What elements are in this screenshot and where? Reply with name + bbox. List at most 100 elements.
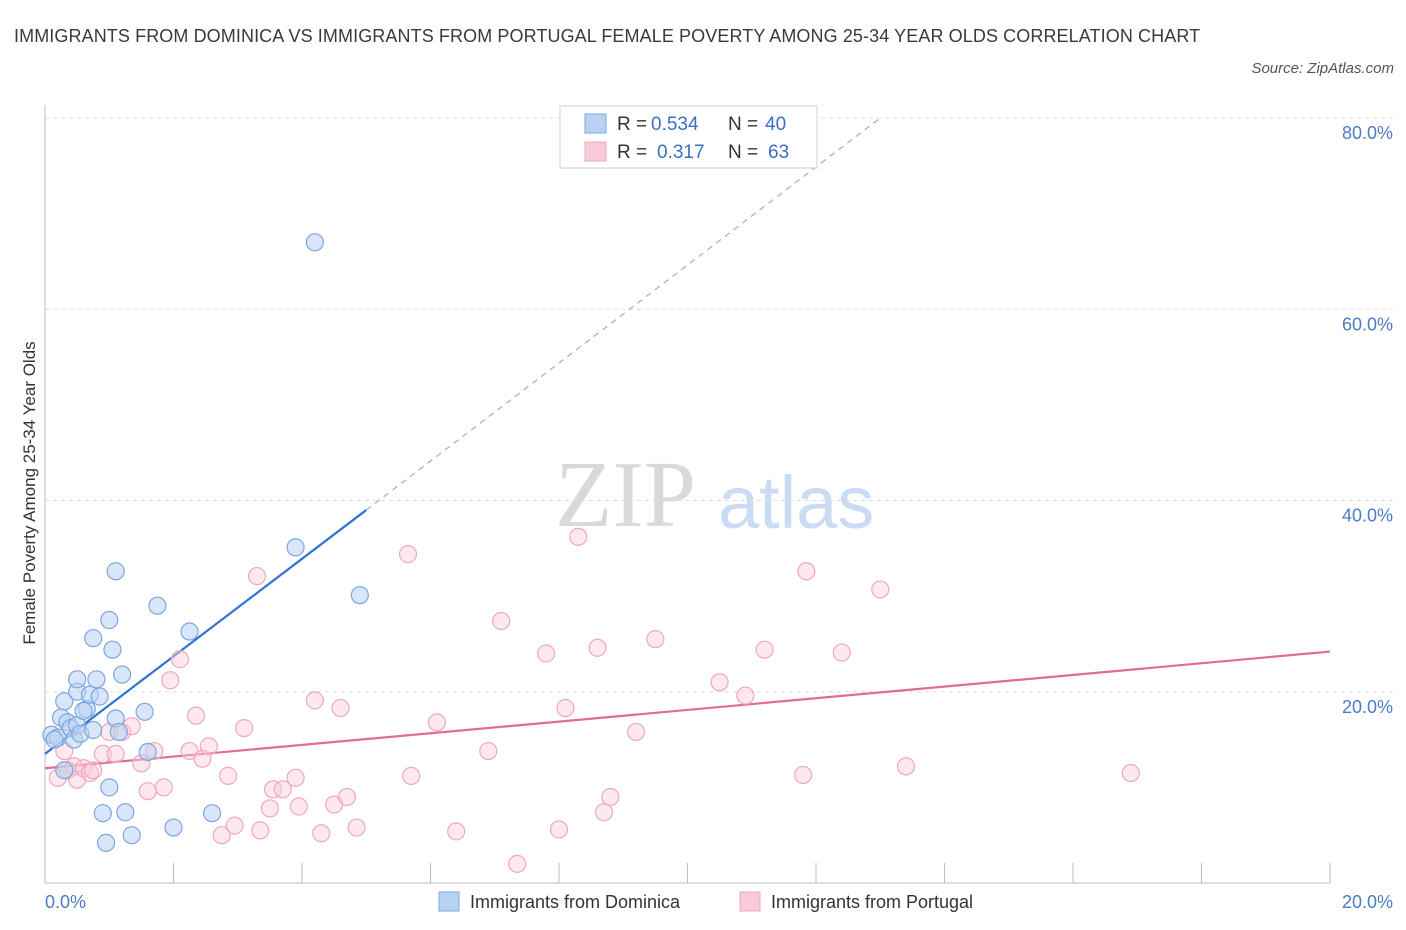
legend-swatch-portugal [584, 141, 607, 162]
point-portugal [797, 562, 816, 581]
point-portugal [736, 686, 755, 705]
point-portugal [710, 673, 729, 692]
gridlines [45, 117, 1395, 693]
point-dominica [100, 778, 119, 797]
point-portugal [794, 765, 813, 785]
point-portugal [347, 818, 366, 837]
y-tick-label: 80.0% [1342, 123, 1393, 143]
source-label: Source: ZipAtlas.com [1251, 60, 1394, 77]
point-portugal [225, 816, 244, 835]
legend-r-label-1: R = [617, 114, 647, 135]
legend-r-label-2: R = [617, 142, 647, 163]
point-portugal [896, 757, 916, 776]
point-portugal [312, 824, 331, 843]
point-dominica [55, 692, 74, 711]
point-portugal [273, 780, 292, 799]
point-dominica [138, 742, 157, 762]
point-dominica [305, 233, 324, 252]
point-dominica [109, 722, 128, 742]
y-axis-label: Female Poverty Among 25-34 Year Olds [20, 341, 39, 644]
watermark-zip: ZIP [555, 443, 696, 547]
trend-line-extension-series-1 [365, 117, 881, 511]
point-portugal [646, 630, 665, 649]
point-portugal [594, 803, 614, 822]
point-portugal [305, 691, 324, 710]
point-portugal [106, 744, 125, 764]
series-legend: Immigrants from Dominica Immigrants from… [438, 891, 973, 912]
data-points [42, 233, 1140, 873]
legend-swatch-dominica [584, 113, 607, 134]
point-dominica [55, 761, 74, 780]
point-dominica [103, 640, 122, 659]
point-dominica [148, 596, 167, 615]
point-dominica [68, 670, 87, 689]
legend-n-label-1: N = [728, 114, 758, 135]
point-dominica [122, 826, 141, 845]
point-dominica [112, 665, 132, 684]
legend-r-value-1: 0.534 [651, 114, 699, 135]
point-portugal [479, 741, 498, 761]
point-portugal [508, 854, 527, 873]
point-portugal [447, 822, 466, 841]
point-portugal [235, 718, 254, 738]
point-portugal [588, 638, 607, 657]
point-dominica [96, 833, 116, 852]
point-portugal [871, 580, 890, 599]
point-dominica [116, 803, 135, 822]
point-dominica [84, 720, 103, 740]
point-portugal [80, 763, 100, 783]
stats-legend: R = 0.534 N = 40 R = 0.317 N = 63 [559, 105, 818, 169]
point-dominica [350, 586, 369, 605]
point-portugal [219, 766, 238, 786]
point-portugal [556, 698, 575, 718]
point-portugal [427, 713, 447, 732]
point-dominica [87, 670, 106, 689]
watermark-atlas: atlas [718, 461, 874, 544]
point-portugal [537, 644, 556, 663]
legend-n-value-2: 63 [768, 142, 789, 163]
point-portugal [186, 706, 206, 725]
point-portugal [626, 722, 646, 742]
point-portugal [154, 778, 173, 797]
series-legend-label-dominica: Immigrants from Dominica [470, 892, 681, 912]
x-tick-label-min: 0.0% [45, 892, 86, 912]
legend-n-value-1: 40 [765, 114, 786, 135]
trend-line-series-2 [44, 650, 1331, 770]
point-dominica [90, 687, 109, 706]
point-portugal [251, 821, 270, 840]
point-portugal [398, 544, 418, 564]
point-dominica [93, 804, 112, 823]
point-portugal [170, 650, 190, 669]
series-legend-swatch-dominica [438, 891, 460, 912]
point-portugal [832, 643, 851, 662]
point-dominica [84, 629, 103, 648]
point-portugal [1121, 763, 1140, 783]
y-tick-label: 20.0% [1342, 697, 1393, 717]
point-portugal [161, 671, 180, 690]
point-portugal [289, 797, 308, 816]
point-portugal [247, 566, 267, 586]
series-legend-label-portugal: Immigrants from Portugal [771, 892, 973, 912]
point-portugal [337, 787, 357, 807]
point-portugal [402, 766, 421, 786]
trend-line-series-1 [44, 509, 367, 755]
point-portugal [199, 737, 218, 756]
point-portugal [755, 640, 774, 659]
point-portugal [93, 744, 112, 764]
point-portugal [84, 761, 103, 780]
trend-lines [44, 117, 1331, 770]
point-portugal [569, 527, 588, 546]
x-tick-label-max: 20.0% [1342, 892, 1393, 912]
point-portugal [492, 611, 511, 631]
y-tick-label: 40.0% [1342, 506, 1393, 526]
point-dominica [74, 701, 93, 720]
point-portugal [212, 826, 231, 845]
point-portugal [331, 698, 350, 718]
series-legend-swatch-portugal [739, 891, 761, 912]
point-dominica [164, 818, 183, 837]
chart-title: IMMIGRANTS FROM DOMINICA VS IMMIGRANTS F… [14, 26, 1201, 46]
point-dominica [202, 804, 222, 823]
point-portugal [601, 787, 620, 807]
point-dominica [135, 702, 154, 721]
